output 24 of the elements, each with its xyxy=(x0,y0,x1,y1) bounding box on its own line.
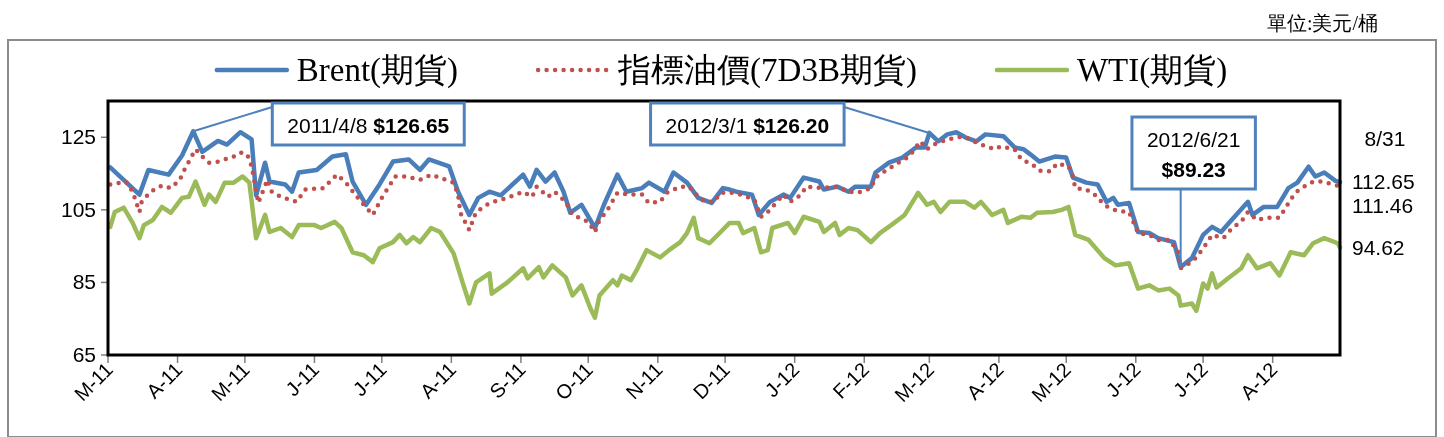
callout: 2012/6/21 $89.23 xyxy=(1130,115,1257,269)
annotation: 111.46 xyxy=(1352,194,1414,218)
x-tick-label: J-11 xyxy=(281,358,324,401)
text: 8/31 xyxy=(1364,127,1406,150)
legend-label: 指標油價(7D3B期貨) xyxy=(617,52,917,89)
text: 單位:美元/桶 xyxy=(1266,12,1378,34)
y-tick-label: 65 xyxy=(72,343,96,366)
x-tick-label: J-12 xyxy=(760,358,804,402)
callout: 2012/3/1 $126.20 xyxy=(649,101,931,147)
annotation: 112.65 xyxy=(1352,170,1415,194)
x-tick-label: J-11 xyxy=(348,358,391,401)
x-tick-label: J-12 xyxy=(1168,358,1212,402)
y-tick-label: 105 xyxy=(60,197,96,221)
x-tick-label: S-11 xyxy=(485,358,530,403)
annotation: 94.62 xyxy=(1352,235,1405,259)
legend-label: WTI(期貨) xyxy=(1076,52,1228,89)
y-tick-label: 125 xyxy=(60,125,96,149)
annotation: 2011/4/8 $126.65 xyxy=(287,114,450,137)
y-tick-label: 85 xyxy=(72,270,96,294)
legend-label: Brent(期貨) xyxy=(296,52,459,89)
annotation: 2012/3/1 $126.20 xyxy=(665,114,830,137)
callout: 2011/4/8 $126.65 xyxy=(192,101,466,147)
x-tick-label: J-12 xyxy=(1101,358,1145,402)
annotation: 2012/6/21 $89.23 xyxy=(1146,128,1241,181)
